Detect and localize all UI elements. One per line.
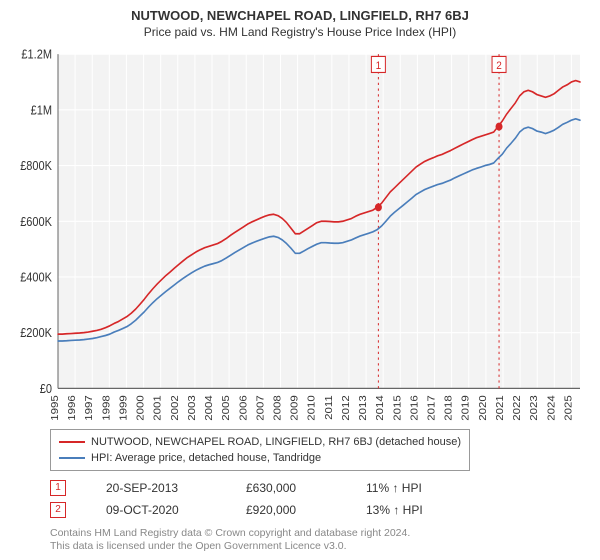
svg-text:2014: 2014 [375,395,386,420]
legend-swatch [59,441,85,443]
page-title: NUTWOOD, NEWCHAPEL ROAD, LINGFIELD, RH7 … [14,8,586,23]
svg-text:2013: 2013 [358,395,369,420]
svg-text:2023: 2023 [529,395,540,420]
svg-text:£400K: £400K [20,270,52,285]
svg-text:2011: 2011 [323,395,334,420]
svg-text:2016: 2016 [409,395,420,420]
svg-text:2012: 2012 [341,395,352,420]
svg-text:1999: 1999 [118,395,129,420]
svg-text:1995: 1995 [50,395,61,420]
svg-text:2005: 2005 [221,395,232,420]
sale-markers-table: 1 20-SEP-2013 £630,000 11% ↑ HPI 2 09-OC… [50,477,586,521]
legend-label: HPI: Average price, detached house, Tand… [91,450,321,466]
svg-text:2019: 2019 [460,395,471,420]
svg-text:2: 2 [496,59,502,72]
svg-text:2025: 2025 [563,395,574,420]
svg-text:£0: £0 [40,381,53,396]
footnote-line-2: This data is licensed under the Open Gov… [50,540,586,554]
legend-label: NUTWOOD, NEWCHAPEL ROAD, LINGFIELD, RH7 … [91,434,461,450]
svg-text:2004: 2004 [204,395,215,420]
svg-text:2008: 2008 [272,395,283,420]
legend-swatch [59,457,85,459]
marker-price: £920,000 [246,499,326,521]
svg-text:1: 1 [376,59,382,72]
svg-text:2007: 2007 [255,395,266,420]
footnote: Contains HM Land Registry data © Crown c… [50,527,586,554]
marker-row-1: 1 20-SEP-2013 £630,000 11% ↑ HPI [50,477,586,499]
svg-text:£1.2M: £1.2M [21,47,52,62]
marker-date: 20-SEP-2013 [106,477,206,499]
svg-text:2001: 2001 [152,395,163,420]
svg-text:2003: 2003 [187,395,198,420]
page-subtitle: Price paid vs. HM Land Registry's House … [14,25,586,39]
svg-text:2024: 2024 [546,395,557,420]
svg-text:2015: 2015 [392,395,403,420]
marker-row-2: 2 09-OCT-2020 £920,000 13% ↑ HPI [50,499,586,521]
legend-item-nutwood: NUTWOOD, NEWCHAPEL ROAD, LINGFIELD, RH7 … [59,434,461,450]
svg-text:2009: 2009 [289,395,300,420]
marker-date: 09-OCT-2020 [106,499,206,521]
marker-badge: 2 [50,502,66,518]
svg-text:2002: 2002 [169,395,180,420]
chart-legend: NUTWOOD, NEWCHAPEL ROAD, LINGFIELD, RH7 … [50,429,470,471]
price-chart: 1995 1996 1997 1998 1999 2000 2001 2002 2003 2004… [14,45,586,423]
marker-delta: 13% ↑ HPI [366,499,446,521]
svg-text:£200K: £200K [20,326,52,341]
svg-text:£800K: £800K [20,158,52,173]
svg-text:2018: 2018 [443,395,454,420]
marker-badge: 1 [50,480,66,496]
svg-text:2017: 2017 [426,395,437,420]
svg-text:£1M: £1M [31,103,52,118]
footnote-line-1: Contains HM Land Registry data © Crown c… [50,527,586,541]
svg-text:2000: 2000 [135,395,146,420]
svg-text:1997: 1997 [84,395,95,420]
svg-text:2021: 2021 [495,395,506,420]
svg-text:1996: 1996 [67,395,78,420]
marker-price: £630,000 [246,477,326,499]
svg-text:1998: 1998 [101,395,112,420]
marker-delta: 11% ↑ HPI [366,477,446,499]
svg-text:2020: 2020 [477,395,488,420]
svg-text:2006: 2006 [238,395,249,420]
svg-text:£600K: £600K [20,214,52,229]
legend-item-hpi: HPI: Average price, detached house, Tand… [59,450,461,466]
svg-text:2010: 2010 [306,395,317,420]
svg-text:2022: 2022 [512,395,523,420]
